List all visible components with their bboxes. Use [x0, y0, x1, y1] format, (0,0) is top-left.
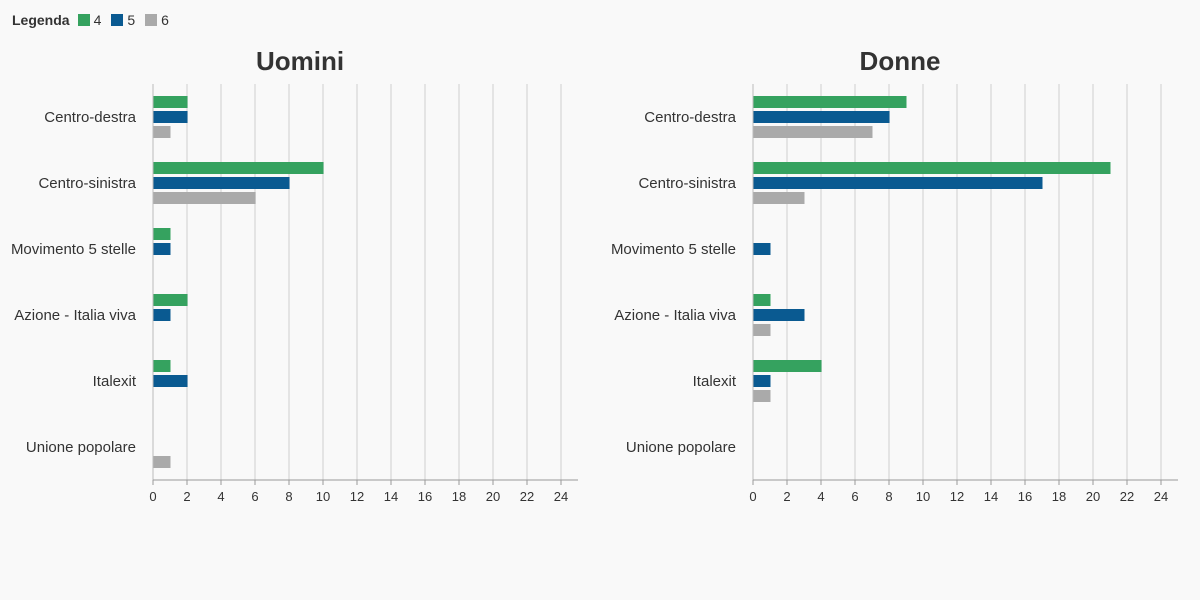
uomini-tick-label: 6 [251, 489, 258, 504]
uomini-tick-label: 0 [149, 489, 156, 504]
uomini-bar-centro-sinistra-series-5 [153, 177, 290, 189]
donne-tick-label: 16 [1018, 489, 1032, 504]
donne-category-label: Italexit [693, 373, 737, 390]
uomini-tick-label: 24 [554, 489, 568, 504]
uomini-bar-unione-popolare-series-6 [153, 456, 171, 468]
uomini-bar-centro-sinistra-series-6 [153, 192, 256, 204]
uomini-category-label: Azione - Italia viva [14, 307, 136, 324]
donne-bar-centro-sinistra-series-4 [753, 162, 1111, 174]
donne-tick-label: 6 [851, 489, 858, 504]
donne-tick-label: 24 [1154, 489, 1168, 504]
uomini-tick-label: 4 [217, 489, 224, 504]
uomini-category-label: Movimento 5 stelle [11, 241, 136, 258]
donne-tick-label: 14 [984, 489, 998, 504]
uomini-tick-label: 18 [452, 489, 466, 504]
uomini-tick-label: 12 [350, 489, 364, 504]
uomini-tick-label: 14 [384, 489, 398, 504]
donne-tick-label: 12 [950, 489, 964, 504]
donne-category-label: Unione popolare [626, 439, 736, 456]
donne-tick-label: 20 [1086, 489, 1100, 504]
legend-item-4[interactable]: 4 [77, 12, 102, 28]
donne-bar-italexit-series-4 [753, 360, 822, 372]
uomini-bar-azione-italia-viva-series-4 [153, 294, 188, 306]
uomini-tick-label: 10 [316, 489, 330, 504]
chart-donne: Donne 0 2 4 6 8 10 12 14 16 18 20 22 24 Centro-destra C… [600, 40, 1200, 560]
legend-label-6: 6 [161, 12, 169, 28]
donne-category-label: Centro-sinistra [638, 175, 736, 192]
donne-tick-label: 22 [1120, 489, 1134, 504]
donne-tick-label: 8 [885, 489, 892, 504]
uomini-tick-label: 2 [183, 489, 190, 504]
uomini-category-label: Italexit [93, 373, 137, 390]
uomini-bar-italexit-series-5 [153, 375, 188, 387]
uomini-bar-movimento-5-stelle-series-4 [153, 228, 171, 240]
donne-tick-label: 18 [1052, 489, 1066, 504]
uomini-tick-label: 8 [285, 489, 292, 504]
legend-label-5: 5 [127, 12, 136, 28]
donne-bar-italexit-series-5 [753, 375, 771, 387]
donne-bar-centro-destra-series-5 [753, 111, 890, 123]
legend-swatch-4 [77, 14, 90, 26]
donne-tick-label: 10 [916, 489, 930, 504]
legend-swatch-6 [145, 14, 158, 26]
donne-tick-label: 4 [817, 489, 824, 504]
donne-bar-azione-italia-viva-series-4 [753, 294, 771, 306]
legend: Legenda 4 5 6 [12, 12, 179, 28]
uomini-category-label: Centro-destra [44, 109, 136, 126]
donne-tick-label: 2 [783, 489, 790, 504]
donne-tick-label: 0 [749, 489, 756, 504]
uomini-bar-italexit-series-4 [153, 360, 171, 372]
uomini-bar-centro-destra-series-5 [153, 111, 188, 123]
legend-label-4: 4 [93, 12, 102, 28]
donne-category-label: Azione - Italia viva [614, 307, 736, 324]
uomini-bar-centro-destra-series-4 [153, 96, 188, 108]
uomini-category-label: Unione popolare [26, 439, 136, 456]
legend-swatch-5 [111, 14, 124, 26]
uomini-tick-label: 20 [486, 489, 500, 504]
donne-bar-centro-sinistra-series-6 [753, 192, 805, 204]
donne-category-label: Centro-destra [644, 109, 736, 126]
legend-item-6[interactable]: 6 [145, 12, 169, 28]
uomini-bar-centro-destra-series-6 [153, 126, 171, 138]
donne-bar-centro-sinistra-series-5 [753, 177, 1043, 189]
donne-bar-centro-destra-series-6 [753, 126, 873, 138]
legend-title: Legenda [12, 12, 70, 28]
uomini-title: Uomini [256, 46, 344, 76]
uomini-category-label: Centro-sinistra [38, 175, 136, 192]
uomini-bar-azione-italia-viva-series-5 [153, 309, 171, 321]
donne-bar-italexit-series-6 [753, 390, 771, 402]
donne-bar-centro-destra-series-4 [753, 96, 907, 108]
donne-bar-movimento-5-stelle-series-5 [753, 243, 771, 255]
uomini-bar-movimento-5-stelle-series-5 [153, 243, 171, 255]
uomini-tick-label: 22 [520, 489, 534, 504]
donne-bar-azione-italia-viva-series-5 [753, 309, 805, 321]
donne-bar-azione-italia-viva-series-6 [753, 324, 771, 336]
uomini-tick-label: 16 [418, 489, 432, 504]
donne-title: Donne [860, 46, 941, 76]
legend-item-5[interactable]: 5 [111, 12, 135, 28]
donne-category-label: Movimento 5 stelle [611, 241, 736, 258]
chart-uomini: Uomini 0 2 4 6 8 10 12 14 16 18 20 22 24 Centro-destra… [0, 40, 600, 560]
uomini-bar-centro-sinistra-series-4 [153, 162, 324, 174]
